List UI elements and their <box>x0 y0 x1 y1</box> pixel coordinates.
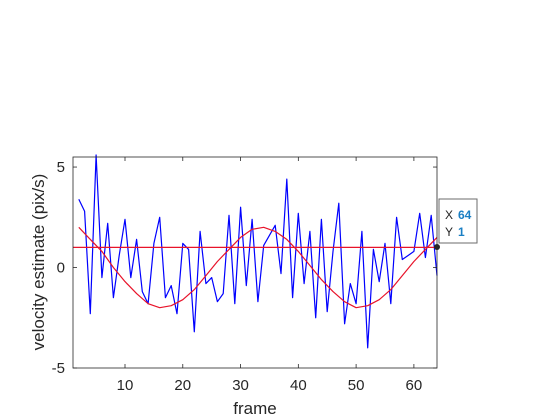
x-tick-label: 10 <box>117 377 134 394</box>
x-tick-label: 60 <box>406 377 423 394</box>
data-tip-x-label: X <box>445 208 453 222</box>
y-tick-label: -5 <box>52 360 65 377</box>
y-axis-label: velocity estimate (pix/s) <box>29 174 48 351</box>
data-tip-marker <box>434 244 440 250</box>
y-tick-label: 5 <box>57 159 65 176</box>
x-axis-label: frame <box>233 399 276 418</box>
data-tip-x-value: 64 <box>458 208 472 222</box>
data-tip-y-value: 1 <box>458 225 465 239</box>
data-tip[interactable]: X 64 Y 1 <box>434 199 477 250</box>
x-tick-label: 30 <box>232 377 249 394</box>
x-tick-label: 40 <box>290 377 307 394</box>
data-tip-y-label: Y <box>445 225 453 239</box>
y-tick-label: 0 <box>57 260 65 277</box>
x-tick-label: 50 <box>348 377 365 394</box>
x-tick-label: 20 <box>174 377 191 394</box>
